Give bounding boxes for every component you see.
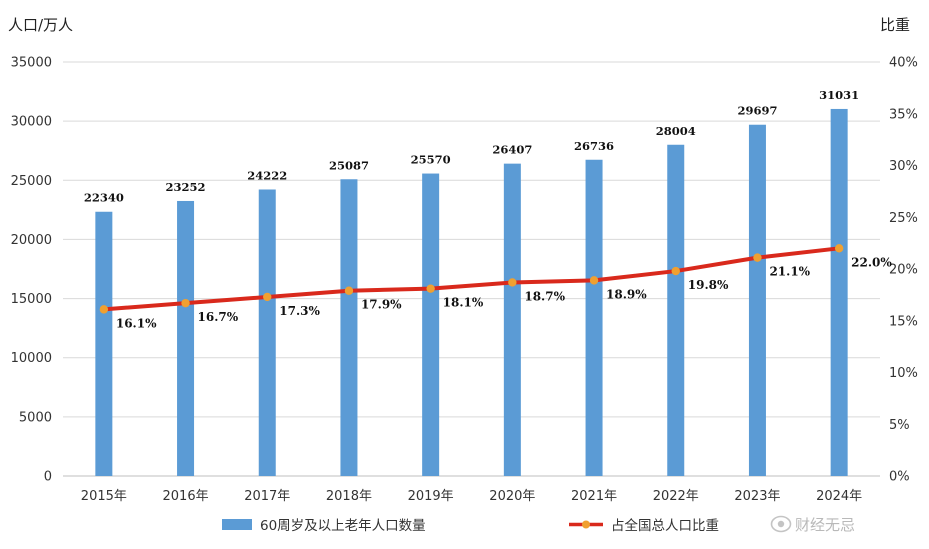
line-point [426,284,435,293]
right-tick-label: 15% [889,314,918,329]
x-tick-label: 2016年 [163,489,209,504]
line-point [834,244,844,253]
x-tick-label: 2018年 [326,489,372,504]
left-tick-label: 35000 [11,56,52,71]
bar-value-label: 22340 [84,191,124,205]
bar-value-label: 28004 [656,124,696,138]
line-point [508,278,517,287]
left-tick-label: 25000 [11,174,52,189]
line-value-label: 21.1% [769,265,810,279]
line-value-label: 16.1% [116,316,157,330]
x-tick-label: 2017年 [244,489,290,504]
bar-series [95,108,848,477]
bar [503,163,521,476]
right-tick-label: 35% [889,107,918,122]
x-tick-label: 2024年 [816,489,862,504]
bar-value-label: 29697 [737,104,777,118]
line-point [344,286,354,295]
right-tick-label: 20% [889,263,918,278]
bar-value-label: 26407 [492,143,532,157]
left-tick-label: 15000 [11,292,52,307]
line-point [753,253,762,262]
legend-line-label: 占全国总人口比重 [611,517,719,534]
line-value-label: 17.9% [361,298,402,312]
right-axis-ticks: 0% 5% 10% 15% 20% 25% 30% 35% 40% [889,56,918,485]
ratio-line [103,246,840,312]
line-value-label: 16.7% [198,310,239,324]
right-tick-label: 25% [889,211,918,226]
bar-value-label: 25570 [411,153,451,167]
x-tick-label: 2020年 [489,489,535,504]
right-tick-label: 40% [889,56,918,71]
line-point [263,292,272,302]
left-tick-label: 30000 [11,115,52,130]
legend-line-marker [582,520,590,529]
x-tick-label: 2022年 [653,489,699,504]
watermark: 财经无忌 [770,515,855,534]
line-series [99,244,844,314]
bar-value-label: 31031 [819,88,859,102]
right-tick-label: 30% [889,159,918,174]
legend-bar-label: 60周岁及以上老年人口数量 [260,518,426,534]
right-tick-label: 5% [889,418,910,433]
left-tick-label: 0 [44,470,52,485]
gridlines [63,61,880,477]
line-value-label: 18.1% [443,296,484,310]
bar [340,179,358,476]
bar [585,159,603,476]
right-axis-title: 比重 [880,16,910,34]
x-tick-label: 2021年 [571,489,617,504]
bar-value-label: 23252 [166,180,206,194]
watermark-text: 财经无忌 [795,516,855,534]
line-point [99,305,109,314]
bar-value-label: 25087 [329,158,369,172]
legend: 60周岁及以上老年人口数量 占全国总人口比重 [222,517,719,534]
right-tick-label: 10% [889,366,918,381]
x-tick-label: 2023年 [734,489,780,504]
line-point [181,298,190,308]
bar-value-label: 24222 [247,168,287,182]
bar [422,173,440,476]
left-tick-label: 10000 [11,351,52,366]
right-tick-label: 0% [889,470,910,485]
x-tick-label: 2015年 [81,489,127,504]
weibo-eye-icon [770,515,792,533]
bar [667,144,685,476]
bar [258,189,276,476]
bar [830,108,848,476]
left-tick-label: 20000 [11,233,52,248]
line-value-label: 18.7% [524,289,565,303]
bar [95,211,113,477]
line-value-label: 18.9% [606,287,647,301]
line-data-labels: 16.1% 16.7% 17.3% 17.9% 18.1% 18.7% 18.9% 19.8%… [116,255,893,330]
x-axis-ticks: 2015年 2016年 2017年 2018年 2019年 2020年 2021年 2022年… [81,489,862,504]
bar [177,200,195,477]
line-point [671,266,680,276]
line-value-label: 17.3% [279,304,320,318]
left-axis-title: 人口/万人 [8,16,73,34]
left-tick-label: 5000 [19,410,52,425]
bar [748,124,766,476]
line-value-label: 19.8% [688,278,729,292]
line-point [589,276,599,285]
bar-data-labels: 22340 23252 24222 25087 25570 26407 26736 28004… [84,88,859,205]
bar-value-label: 26736 [574,139,614,153]
left-axis-ticks: 0 5000 10000 15000 20000 25000 30000 35000 [11,56,52,485]
line-value-label: 22.0% [851,255,892,269]
legend-bar-swatch [222,519,252,530]
x-tick-label: 2019年 [408,489,454,504]
